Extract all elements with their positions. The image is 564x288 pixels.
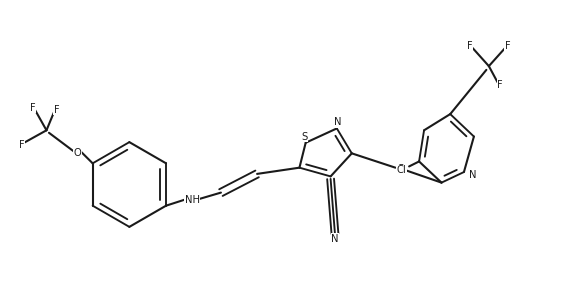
Text: N: N (469, 170, 477, 179)
Text: F: F (54, 105, 59, 115)
Text: F: F (30, 103, 36, 113)
Text: S: S (397, 164, 403, 174)
Text: O: O (74, 148, 82, 158)
Text: F: F (505, 41, 510, 51)
Text: N: N (334, 117, 342, 127)
Text: N: N (331, 234, 339, 244)
Text: F: F (497, 80, 503, 90)
Text: F: F (19, 140, 24, 150)
Text: S: S (301, 132, 307, 141)
Text: F: F (468, 41, 473, 51)
Text: NH: NH (185, 195, 200, 205)
Text: Cl: Cl (396, 165, 407, 175)
